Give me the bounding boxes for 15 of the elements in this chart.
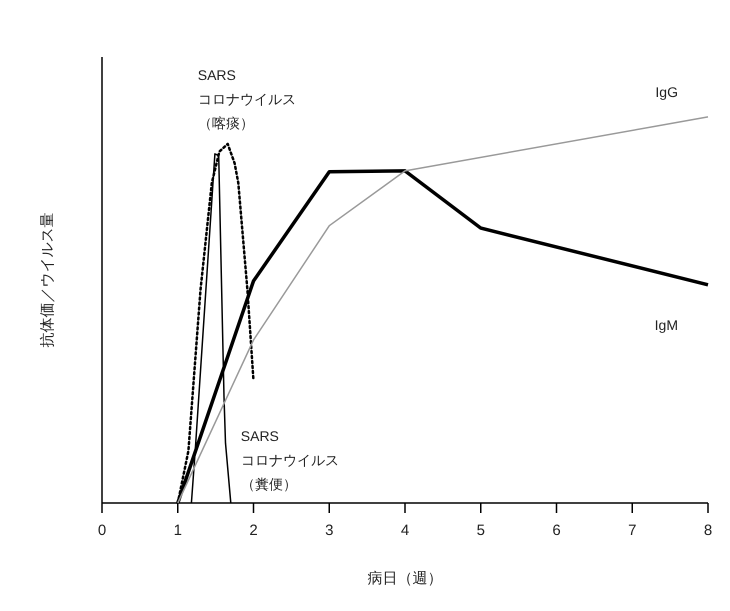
text: IgM xyxy=(654,316,678,333)
x-axis-title: 病日（週） xyxy=(368,570,442,587)
x-tick-label: 6 xyxy=(552,522,561,539)
y-axis-title: 抗体価／ウイルス量 xyxy=(39,212,56,348)
text: SARS コロナウイルス（喀痰） xyxy=(198,67,296,131)
x-tick-label: 4 xyxy=(400,522,410,539)
series-label: IgG xyxy=(655,84,678,100)
x-tick-label: 0 xyxy=(98,522,106,539)
x-tick-label: 1 xyxy=(174,522,182,539)
x-tick-label: 7 xyxy=(628,522,636,539)
series-label: SARS コロナウイルス（糞便） xyxy=(240,428,339,492)
x-tick-label: 5 xyxy=(476,522,485,539)
x-tick-label: 2 xyxy=(249,522,258,539)
x-tick-label: 8 xyxy=(704,522,712,539)
x-tick-label: 3 xyxy=(325,522,334,539)
